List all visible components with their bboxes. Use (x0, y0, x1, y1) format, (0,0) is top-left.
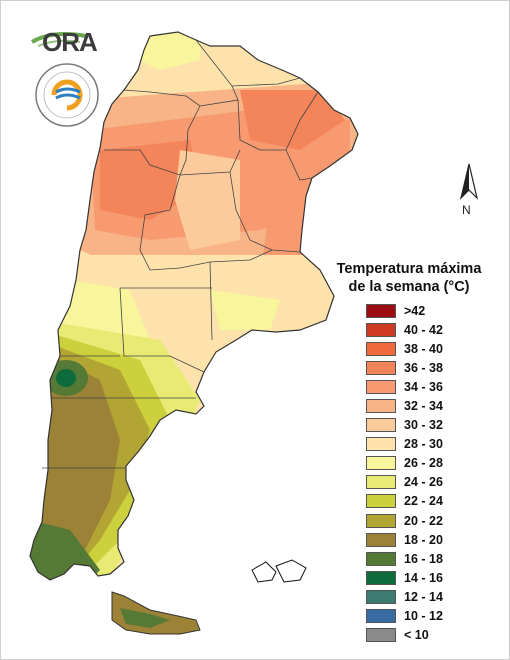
legend-swatch (366, 551, 396, 566)
legend-label: 40 - 42 (404, 322, 443, 337)
legend-row: < 10 (366, 626, 443, 645)
legend-swatch (366, 399, 396, 414)
legend-row: 36 - 38 (366, 358, 443, 377)
legend-swatch (366, 303, 396, 318)
north-arrow-icon (459, 163, 479, 200)
legend-row: 10 - 12 (366, 607, 443, 626)
legend-row: 20 - 22 (366, 511, 443, 530)
legend-row: 30 - 32 (366, 416, 443, 435)
legend-label: 38 - 40 (404, 341, 443, 356)
legend-row: 16 - 18 (366, 549, 443, 568)
province-borders (42, 39, 319, 469)
legend: >42 40 - 42 38 - 40 36 - 38 34 - 36 32 -… (366, 301, 443, 645)
legend-swatch (366, 589, 396, 604)
legend-swatch (366, 322, 396, 337)
legend-label: 36 - 38 (404, 360, 443, 375)
legend-row: 22 - 24 (366, 492, 443, 511)
legend-title: Temperatura máxima de la semana (°C) (320, 260, 498, 296)
legend-row: 18 - 20 (366, 530, 443, 549)
legend-label: 28 - 30 (404, 437, 443, 452)
legend-row: 14 - 16 (366, 568, 443, 587)
legend-row: >42 (366, 301, 443, 320)
legend-swatch (366, 609, 396, 624)
legend-swatch (366, 456, 396, 471)
legend-swatch (366, 418, 396, 433)
legend-label: 14 - 16 (404, 570, 443, 585)
legend-row: 24 - 26 (366, 473, 443, 492)
legend-row: 38 - 40 (366, 339, 443, 358)
legend-row: 40 - 42 (366, 320, 443, 339)
legend-label: 26 - 28 (404, 456, 443, 471)
legend-label: < 10 (404, 628, 429, 643)
meteorological-service-seal-icon (35, 63, 99, 127)
legend-label: 18 - 20 (404, 532, 443, 547)
legend-label: 32 - 34 (404, 399, 443, 414)
legend-row: 32 - 34 (366, 396, 443, 415)
legend-swatch (366, 437, 396, 452)
legend-swatch (366, 379, 396, 394)
legend-swatch (366, 360, 396, 375)
legend-swatch (366, 513, 396, 528)
north-label: N (462, 203, 471, 217)
legend-label: 34 - 36 (404, 379, 443, 394)
legend-label: 12 - 14 (404, 589, 443, 604)
ora-logo-icon (30, 32, 87, 47)
ora-logo-text: ORA (42, 27, 98, 57)
legend-row: 26 - 28 (366, 454, 443, 473)
legend-swatch (366, 628, 396, 643)
legend-row: 28 - 30 (366, 435, 443, 454)
legend-title-line2: de la semana (°C) (348, 279, 470, 295)
malvinas-islands (251, 559, 307, 583)
legend-label: 24 - 26 (404, 475, 443, 490)
legend-swatch (366, 532, 396, 547)
legend-label: 16 - 18 (404, 551, 443, 566)
legend-row: 34 - 36 (366, 377, 443, 396)
legend-row: 12 - 14 (366, 587, 443, 606)
legend-title-line1: Temperatura máxima (336, 261, 482, 277)
legend-label: 10 - 12 (404, 609, 443, 624)
legend-swatch (366, 475, 396, 490)
legend-label: 20 - 22 (404, 513, 443, 528)
legend-swatch (366, 341, 396, 356)
legend-swatch (366, 570, 396, 585)
legend-label: 22 - 24 (404, 494, 443, 509)
legend-label: >42 (404, 303, 426, 318)
legend-swatch (366, 494, 396, 509)
legend-label: 30 - 32 (404, 418, 443, 433)
